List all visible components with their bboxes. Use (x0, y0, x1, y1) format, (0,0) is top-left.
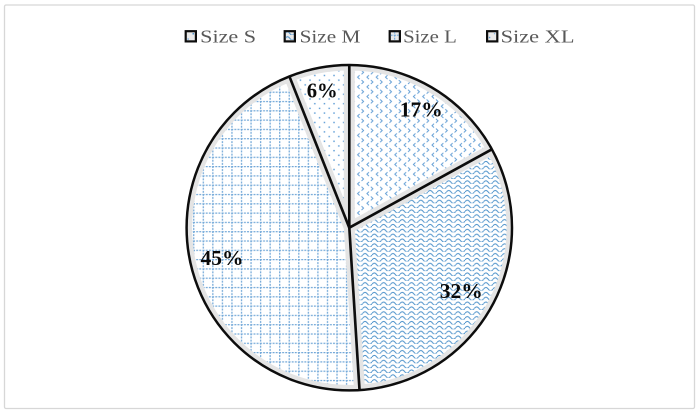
svg-text:32%: 32% (440, 280, 483, 303)
svg-text:45%: 45% (201, 247, 244, 270)
svg-text:17%: 17% (400, 98, 443, 121)
svg-text:Size L: Size L (403, 27, 457, 47)
svg-text:Size M: Size M (300, 27, 361, 47)
svg-text:Size XL: Size XL (501, 27, 575, 47)
svg-text:6%: 6% (307, 80, 338, 103)
svg-text:Size S: Size S (200, 27, 256, 47)
